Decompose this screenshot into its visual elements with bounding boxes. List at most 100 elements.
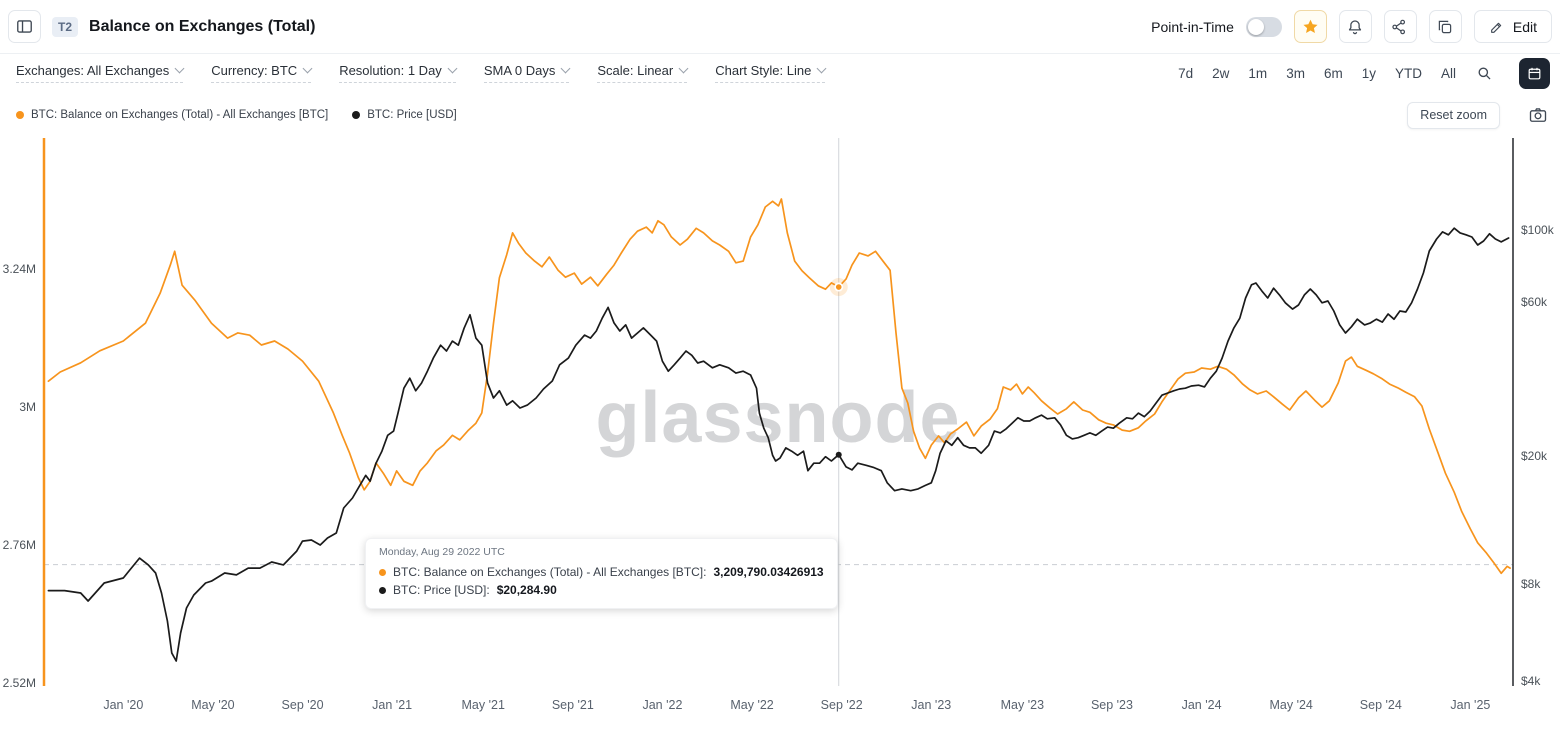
chevron-down-icon [447,63,458,74]
edit-button-label: Edit [1512,18,1537,35]
bell-icon [1349,19,1362,34]
balance-series-line [47,198,1511,575]
notifications-bell-button[interactable] [1338,10,1372,43]
legend-item-balance-label: BTC: Balance on Exchanges (Total) - All … [31,109,329,121]
chart-canvas[interactable] [0,138,1560,686]
y-axis-label-right: $20k [1521,448,1548,463]
legend-item-balance[interactable]: BTC: Balance on Exchanges (Total) - All … [16,109,328,121]
x-axis-label: Jan '25 [1450,698,1491,712]
legend: BTC: Balance on Exchanges (Total) - All … [16,109,457,121]
y-axis-label-left: 2.76M [2,537,36,552]
tier-badge: T2 [52,16,79,37]
calendar-button[interactable] [1519,57,1550,89]
topbar-left: T2 Balance on Exchanges (Total) [8,10,315,43]
chart-style-dropdown[interactable]: Chart Style: Line [715,63,827,83]
y-axis-label-left: 3M [19,399,36,414]
x-axis-label: Jan '21 [372,698,413,712]
share-button[interactable] [1383,10,1417,43]
scale-dropdown-label: Scale: Linear [597,63,674,78]
x-axis-label: Sep '22 [820,698,863,712]
tooltip-price-value: $20,284.90 [496,583,557,597]
tooltip-date: Monday, Aug 29 2022 UTC [379,546,505,558]
legend-row: BTC: Balance on Exchanges (Total) - All … [0,92,1560,129]
x-axis-label: Jan '24 [1181,698,1222,712]
range-all-button[interactable]: All [1440,65,1456,81]
x-axis-label: Sep '21 [551,698,594,712]
glassnode-watermark: glassnode [595,378,961,458]
price-hover-marker [835,451,842,458]
topbar-right: Point-in-Time [1151,10,1552,43]
legend-item-price-label: BTC: Price [USD] [367,109,457,121]
chevron-down-icon [560,63,571,74]
range-1m-button[interactable]: 1m [1248,65,1268,81]
tooltip-price-label: BTC: Price [USD]: [393,583,490,597]
copy-button[interactable] [1428,10,1462,43]
range-3m-button[interactable]: 3m [1286,65,1305,81]
x-axis-label: Sep '20 [281,698,324,712]
point-in-time-label: Point-in-Time [1151,18,1234,35]
x-axis-label: Sep '23 [1090,698,1133,712]
x-axis-label: Sep '24 [1359,698,1402,712]
exchanges-dropdown[interactable]: Exchanges: All Exchanges [16,63,185,83]
x-axis-label: Jan '20 [103,698,144,712]
tooltip-balance-label: BTC: Balance on Exchanges (Total) - All … [393,565,707,579]
reset-zoom-button[interactable]: Reset zoom [1407,101,1500,129]
chart-style-dropdown-label: Chart Style: Line [715,63,812,78]
chevron-down-icon [174,63,185,74]
x-axis-label: May '21 [461,698,505,712]
magnifier-zoom-icon [1478,67,1491,80]
x-axis-label: Jan '23 [911,698,952,712]
star-icon [1303,19,1318,33]
zoom-area-button[interactable] [1475,64,1494,83]
scale-dropdown[interactable]: Scale: Linear [597,63,689,83]
x-axis-label: Jan '22 [642,698,683,712]
x-axis-label: May '23 [1000,698,1045,712]
y-axis-label-right: $60k [1521,294,1548,309]
balance-series-dot-icon [16,111,24,119]
copy-icon [1439,20,1452,33]
currency-dropdown[interactable]: Currency: BTC [211,63,313,83]
edit-button[interactable]: Edit [1473,10,1552,43]
range-6m-button[interactable]: 6m [1323,65,1343,81]
range-1y-button[interactable]: 1y [1361,65,1376,81]
price-series-dot-icon [379,586,386,594]
pencil-icon [1490,22,1502,33]
toggle-knob [1247,18,1264,35]
sma-dropdown[interactable]: SMA 0 Days [483,63,571,83]
resolution-dropdown[interactable]: Resolution: 1 Day [339,63,458,83]
price-series-dot-icon [352,111,361,119]
balance-hover-marker-center [835,284,842,290]
favorite-star-button[interactable] [1293,10,1327,43]
y-axis-label-left: 2.52M [2,675,36,690]
y-axis-label-right: $100k [1521,222,1554,237]
chevron-down-icon [678,63,689,74]
sma-dropdown-label: SMA 0 Days [483,63,556,78]
chevron-down-icon [816,63,827,74]
y-axis-label-left: 3.24M [2,261,36,276]
sidebar-toggle-button[interactable] [8,10,41,43]
camera-snapshot-button[interactable] [1528,105,1548,125]
x-axis-label: May '24 [1269,698,1313,712]
legend-item-price[interactable]: BTC: Price [USD] [352,109,457,121]
camera-icon [1529,108,1547,122]
exchanges-dropdown-label: Exchanges: All Exchanges [16,63,170,78]
range-ytd-button[interactable]: YTD [1394,65,1422,81]
tooltip-row-balance: BTC: Balance on Exchanges (Total) - All … [379,563,824,581]
chart-tooltip: Monday, Aug 29 2022 UTC BTC: Balance on … [365,538,838,609]
range-2w-button[interactable]: 2w [1212,65,1230,81]
tooltip-balance-value: 3,209,790.03426913 [713,565,824,579]
x-axis-label: May '20 [191,698,235,712]
tooltip-row-price: BTC: Price [USD]: $20,284.90 [379,581,824,599]
page-title: Balance on Exchanges (Total) [89,17,316,35]
y-axis-label-right: $4k [1521,674,1541,689]
chart-toolbar: Exchanges: All Exchanges Currency: BTC R… [0,54,1560,92]
time-range-buttons: 7d 2w 1m 3m 6m 1y YTD All [1178,57,1550,89]
chart-area[interactable]: glassnode Monday, Aug 29 2022 UTC BTC: B… [0,138,1560,739]
resolution-dropdown-label: Resolution: 1 Day [339,63,442,78]
x-axis-label: May '22 [730,698,774,712]
point-in-time-toggle[interactable] [1245,16,1282,37]
y-axis-label-right: $8k [1521,577,1541,592]
range-7d-button[interactable]: 7d [1178,65,1194,81]
sidebar-panel-icon [17,20,32,33]
